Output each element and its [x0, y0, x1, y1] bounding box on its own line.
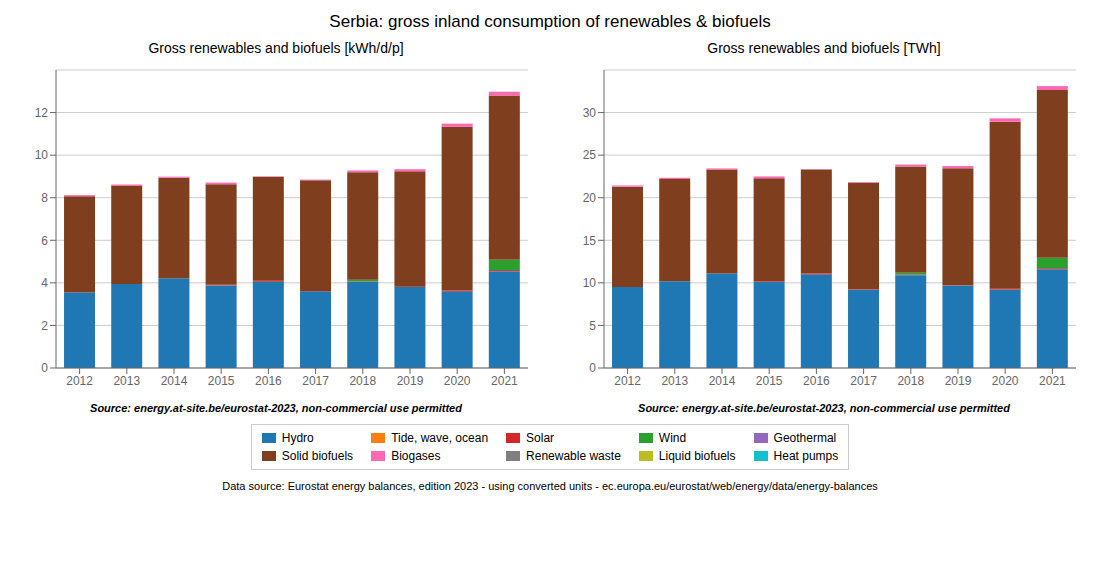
html-text:Renewable waste: Renewable waste	[526, 449, 621, 463]
svg-text:30: 30	[583, 106, 597, 120]
html-text:Source: energy.at-site.be/euro: Source: energy.at-site.be/eurostat-2023,…	[638, 402, 1010, 414]
svg-text:2021: 2021	[491, 374, 518, 388]
svg-text:10: 10	[583, 276, 597, 290]
svg-text:15: 15	[583, 234, 597, 248]
html-text:Biogases: Biogases	[391, 449, 441, 463]
svg-text:2017: 2017	[850, 374, 877, 388]
svg-text:25: 25	[583, 148, 597, 162]
svg-text:2014: 2014	[161, 374, 188, 388]
svg-text:2019: 2019	[945, 374, 972, 388]
svg-text:2020: 2020	[992, 374, 1019, 388]
svg-text:2016: 2016	[803, 374, 830, 388]
html-text:Solid biofuels: Solid biofuels	[281, 449, 354, 463]
html-text:Gross renewables and biofuels: Gross renewables and biofuels [TWh]	[707, 40, 941, 56]
svg-text:2014: 2014	[709, 374, 736, 388]
svg-text:2018: 2018	[897, 374, 924, 388]
svg-text:10: 10	[35, 148, 49, 162]
svg-text:2015: 2015	[756, 374, 783, 388]
html-text:Tide, wave, ocean: Tide, wave, ocean	[391, 431, 489, 445]
svg-text:0: 0	[41, 361, 48, 375]
svg-text:2020: 2020	[444, 374, 471, 388]
html-text:Solar: Solar	[526, 431, 555, 445]
svg-text:2012: 2012	[614, 374, 641, 388]
svg-text:2017: 2017	[302, 374, 329, 388]
html-text:Liquid biofuels: Liquid biofuels	[658, 449, 736, 463]
svg-text:4: 4	[41, 276, 48, 290]
svg-text:2019: 2019	[397, 374, 424, 388]
svg-text:6: 6	[41, 234, 48, 248]
html-text:Heat pumps: Heat pumps	[773, 449, 839, 463]
html-text:Wind: Wind	[658, 431, 687, 445]
html-text:Gross renewables and biofuels: Gross renewables and biofuels [kWh/d/p]	[148, 40, 404, 56]
svg-text:2018: 2018	[349, 374, 376, 388]
html-text:Geothermal: Geothermal	[773, 431, 837, 445]
svg-text:2: 2	[41, 319, 48, 333]
svg-text:2021: 2021	[1039, 374, 1066, 388]
svg-text:2016: 2016	[255, 374, 282, 388]
svg-text:2015: 2015	[208, 374, 235, 388]
svg-text:2012: 2012	[66, 374, 93, 388]
svg-text:8: 8	[41, 191, 48, 205]
html-text:Source: energy.at-site.be/euro: Source: energy.at-site.be/eurostat-2023,…	[90, 402, 462, 414]
html-text:Data source: Eurostat energy b: Data source: Eurostat energy balances, e…	[222, 480, 878, 492]
svg-text:0: 0	[589, 361, 596, 375]
svg-text:12: 12	[35, 106, 49, 120]
html-text:Serbia: gross inland consumpti: Serbia: gross inland consumption of rene…	[329, 12, 771, 31]
svg-text:20: 20	[583, 191, 597, 205]
svg-text:2013: 2013	[113, 374, 140, 388]
svg-text:2013: 2013	[661, 374, 688, 388]
html-text:Hydro: Hydro	[281, 431, 314, 445]
svg-text:5: 5	[589, 319, 596, 333]
